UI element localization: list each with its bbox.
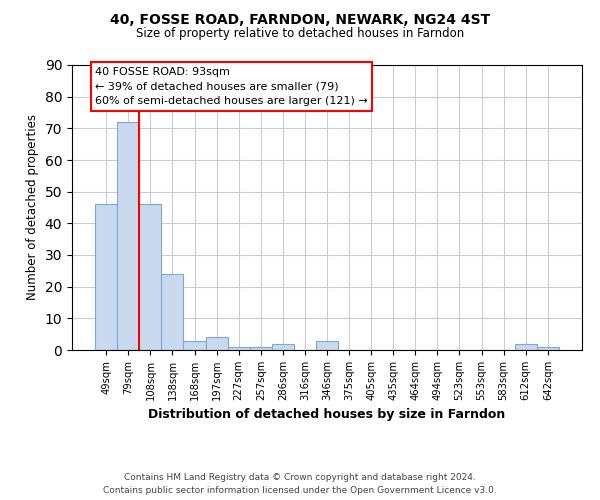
Y-axis label: Number of detached properties: Number of detached properties — [26, 114, 39, 300]
Text: Contains HM Land Registry data © Crown copyright and database right 2024.
Contai: Contains HM Land Registry data © Crown c… — [103, 474, 497, 495]
X-axis label: Distribution of detached houses by size in Farndon: Distribution of detached houses by size … — [148, 408, 506, 422]
Bar — [537, 347, 559, 350]
Bar — [272, 344, 294, 350]
Bar — [515, 344, 537, 350]
Text: 40, FOSSE ROAD, FARNDON, NEWARK, NG24 4ST: 40, FOSSE ROAD, FARNDON, NEWARK, NG24 4S… — [110, 12, 490, 26]
Text: Size of property relative to detached houses in Farndon: Size of property relative to detached ho… — [136, 28, 464, 40]
Bar — [117, 122, 139, 350]
Text: 40 FOSSE ROAD: 93sqm
← 39% of detached houses are smaller (79)
60% of semi-detac: 40 FOSSE ROAD: 93sqm ← 39% of detached h… — [95, 66, 368, 106]
Bar — [184, 340, 206, 350]
Bar — [206, 338, 227, 350]
Bar — [250, 347, 272, 350]
Bar — [95, 204, 117, 350]
Bar — [227, 347, 250, 350]
Bar — [161, 274, 184, 350]
Bar — [316, 340, 338, 350]
Bar — [139, 204, 161, 350]
